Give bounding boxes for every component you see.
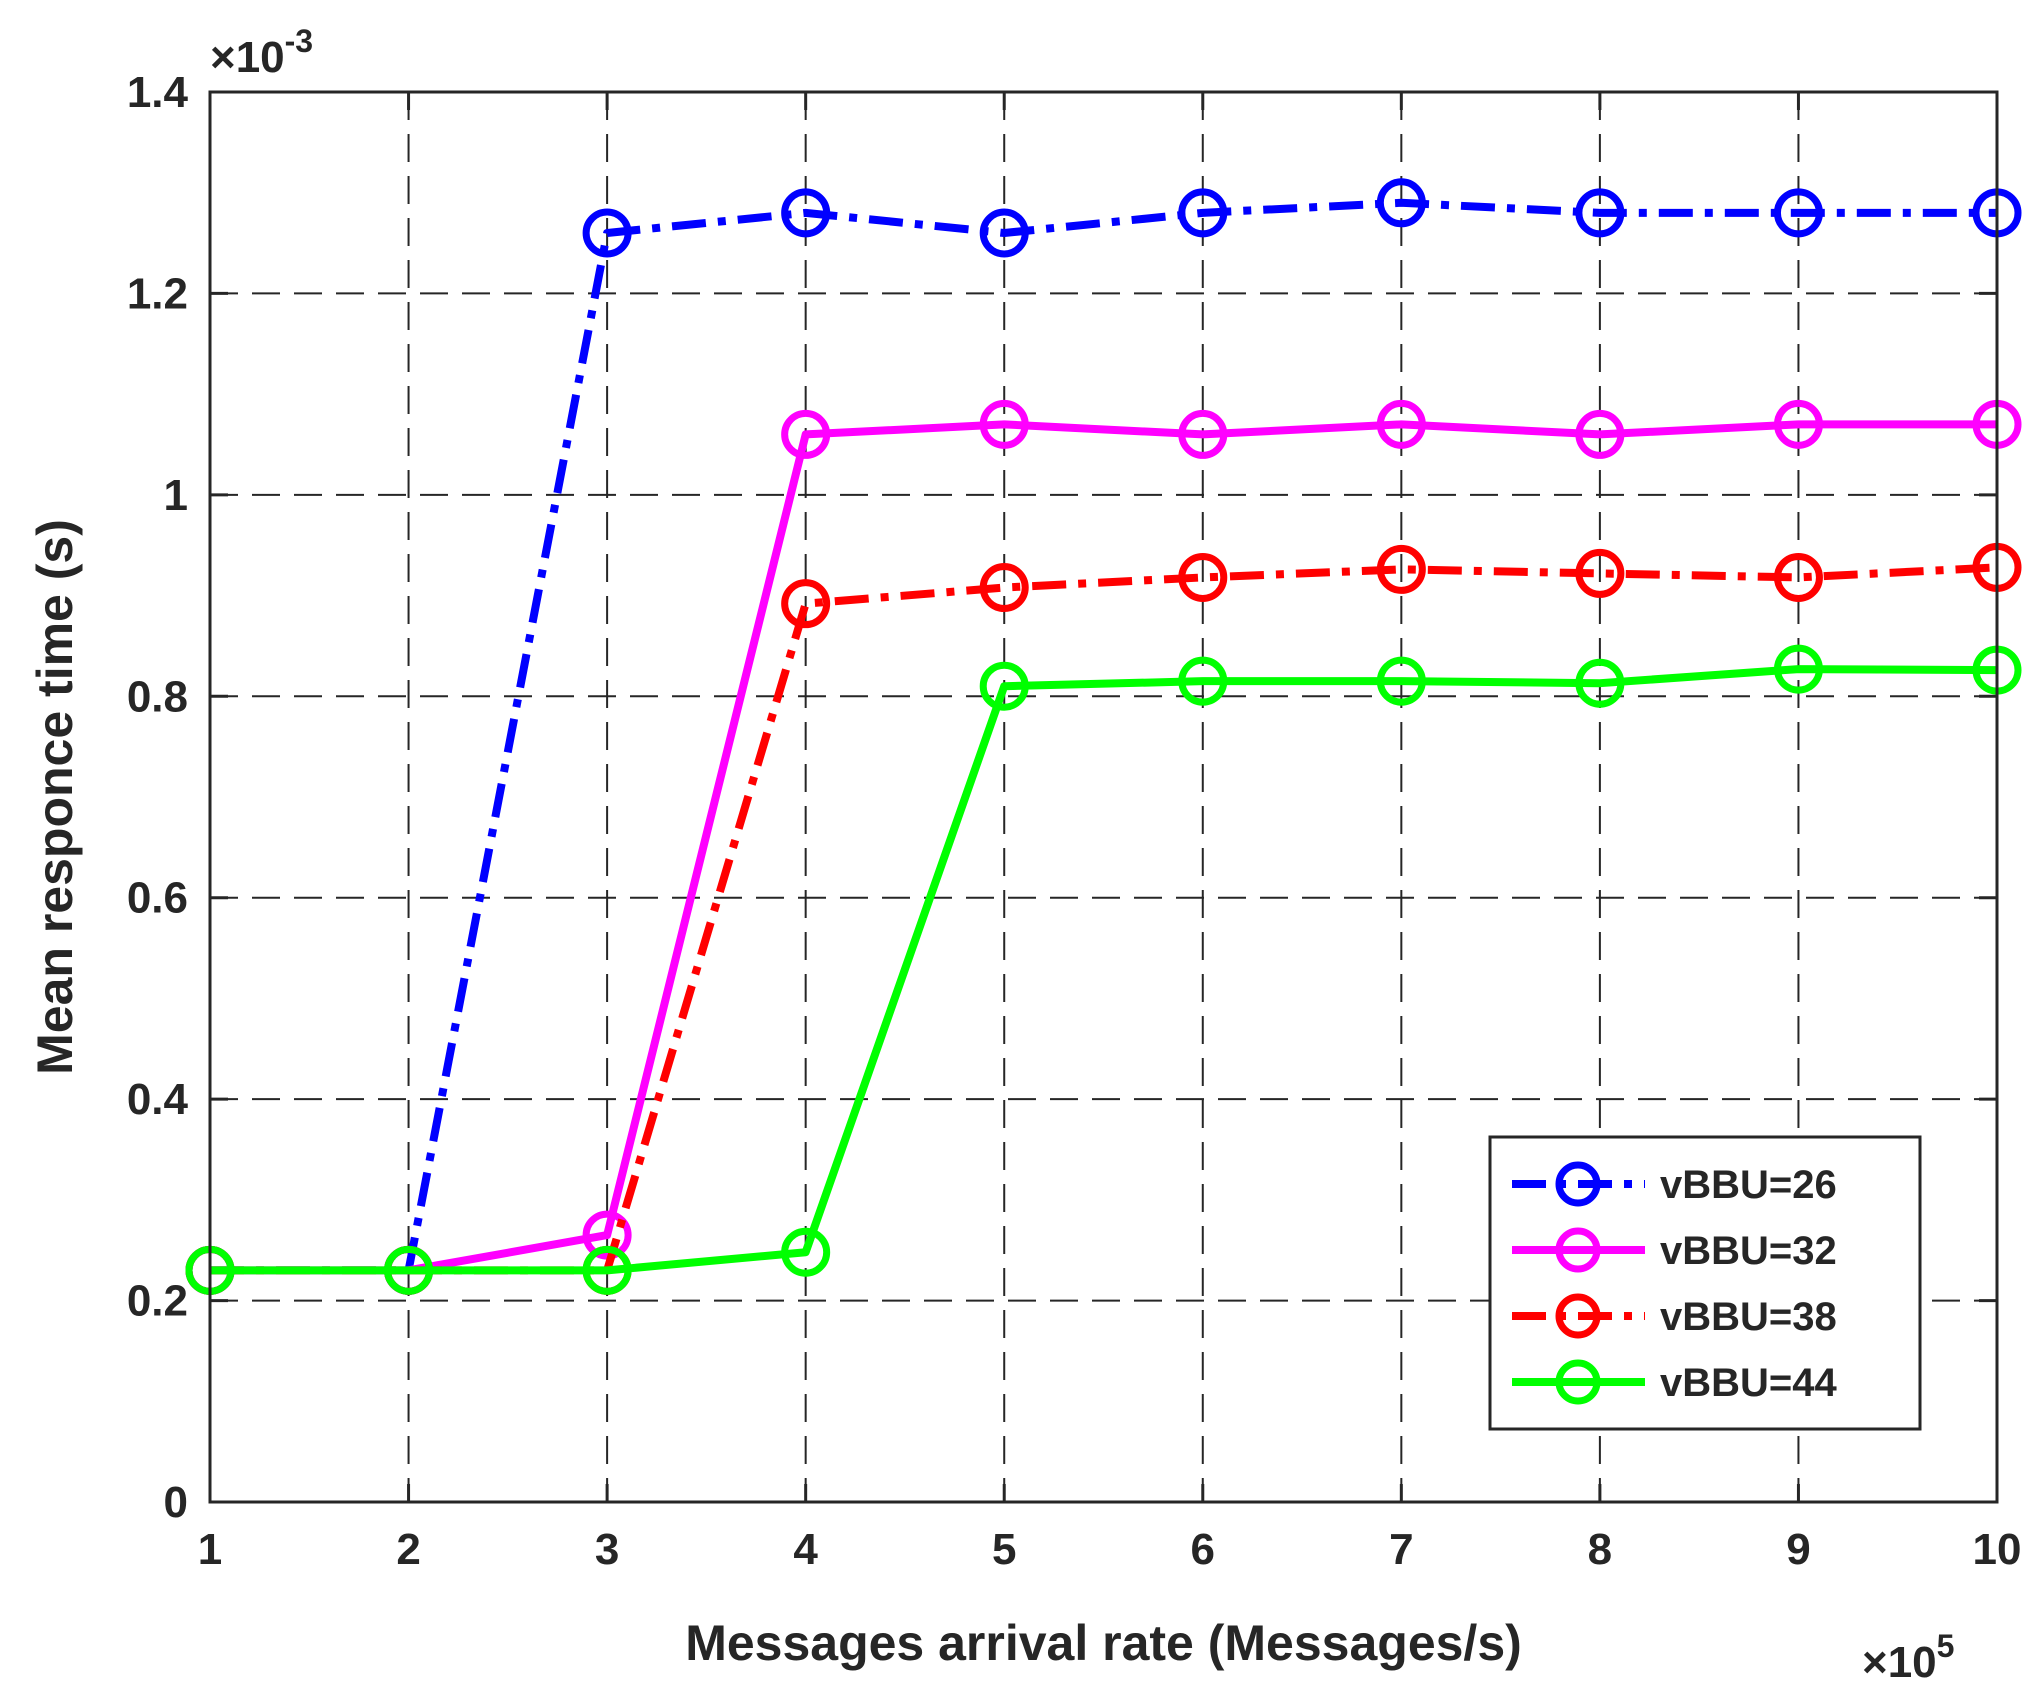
- y-tick-label: 0.6: [127, 874, 188, 923]
- x-tick-label: 3: [595, 1525, 619, 1574]
- data-point: [582, 208, 632, 258]
- series-4: [185, 644, 2022, 1295]
- data-point: [1773, 188, 1823, 238]
- data-point: [582, 1245, 632, 1295]
- data-point: [781, 188, 831, 238]
- series-line: [210, 420, 1997, 1275]
- data-point: [1178, 656, 1228, 706]
- y-multiplier-exponent: -3: [285, 23, 313, 59]
- y-tick-label: 0.8: [127, 672, 188, 721]
- legend-entry: vBBU=32: [1512, 1227, 1837, 1273]
- axis-labels: Messages arrival rate (Messages/s) Mean …: [27, 23, 1954, 1687]
- y-tick-label: 1: [164, 471, 188, 520]
- plot-frame: [208, 90, 1999, 1504]
- data-point: [781, 1227, 831, 1277]
- x-tick-label: 8: [1588, 1525, 1612, 1574]
- data-point: [979, 661, 1029, 711]
- x-tick-label: 9: [1786, 1525, 1810, 1574]
- data-point: [1376, 399, 1426, 449]
- legend-entry: vBBU=44: [1512, 1359, 1838, 1405]
- data-point: [582, 1210, 632, 1260]
- y-tick-label: 0.2: [127, 1277, 188, 1326]
- y-tick-label: 1.2: [127, 269, 188, 318]
- legend-label: vBBU=44: [1660, 1361, 1838, 1405]
- y-tick-label: 0.4: [127, 1075, 189, 1124]
- data-point: [1178, 409, 1228, 459]
- data-point: [979, 399, 1029, 449]
- data-point: [781, 579, 831, 629]
- x-tick-label: 7: [1389, 1525, 1413, 1574]
- legend-label: vBBU=32: [1660, 1229, 1837, 1273]
- legend-entry: vBBU=26: [1512, 1161, 1837, 1207]
- x-tick-label: 4: [793, 1525, 818, 1574]
- series-line: [210, 198, 1997, 1275]
- x-axis-label: Messages arrival rate (Messages/s): [685, 1615, 1522, 1671]
- x-tick-label: 5: [992, 1525, 1016, 1574]
- series-line: [210, 665, 1998, 1275]
- x-axis-multiplier: ×105: [1862, 1628, 1954, 1687]
- legend-marker: [1555, 1359, 1601, 1405]
- data-point: [1376, 178, 1426, 228]
- data-point: [1178, 552, 1228, 602]
- x-tick-label: 1: [198, 1525, 222, 1574]
- ticks: 1 2 3 4 5 6 7 8 9 10 0 0.2 0.4 0.6 0.8 1 1.2 1.4: [127, 68, 2022, 1574]
- data-point: [1575, 409, 1625, 459]
- legend-label: vBBU=26: [1660, 1163, 1837, 1207]
- y-multiplier-base: ×10: [210, 33, 285, 82]
- data-point: [1575, 188, 1625, 238]
- data-point: [781, 409, 831, 459]
- data-point: [1178, 188, 1228, 238]
- x-multiplier-base: ×10: [1862, 1638, 1937, 1687]
- data-point: [1773, 644, 1823, 694]
- x-tick-label: 2: [396, 1525, 420, 1574]
- y-axis-multiplier: ×10-3: [210, 23, 313, 82]
- x-tick-label: 10: [1973, 1525, 2022, 1574]
- data-point: [1773, 552, 1823, 602]
- y-tick-label: 0: [164, 1478, 188, 1527]
- data-point: [384, 1245, 434, 1295]
- legend-label: vBBU=38: [1660, 1295, 1837, 1339]
- y-tick-label: 1.4: [127, 68, 189, 117]
- data-point: [979, 208, 1029, 258]
- legend-marker: [1555, 1161, 1601, 1207]
- legend: vBBU=26 vBBU=32 vBBU=38 vBBU=44: [1488, 1135, 1922, 1431]
- legend-marker: [1555, 1227, 1601, 1273]
- data-point: [1773, 399, 1823, 449]
- legend-entry: vBBU=38: [1512, 1293, 1837, 1339]
- data-point: [1376, 544, 1426, 594]
- data-point: [979, 563, 1029, 613]
- data-point: [1575, 548, 1625, 598]
- data-point: [1376, 656, 1426, 706]
- legend-marker: [1555, 1293, 1601, 1339]
- y-axis-label: Mean responce time (s): [27, 519, 83, 1075]
- x-tick-label: 6: [1191, 1525, 1215, 1574]
- data-point: [1575, 658, 1625, 708]
- x-multiplier-exponent: 5: [1937, 1628, 1955, 1664]
